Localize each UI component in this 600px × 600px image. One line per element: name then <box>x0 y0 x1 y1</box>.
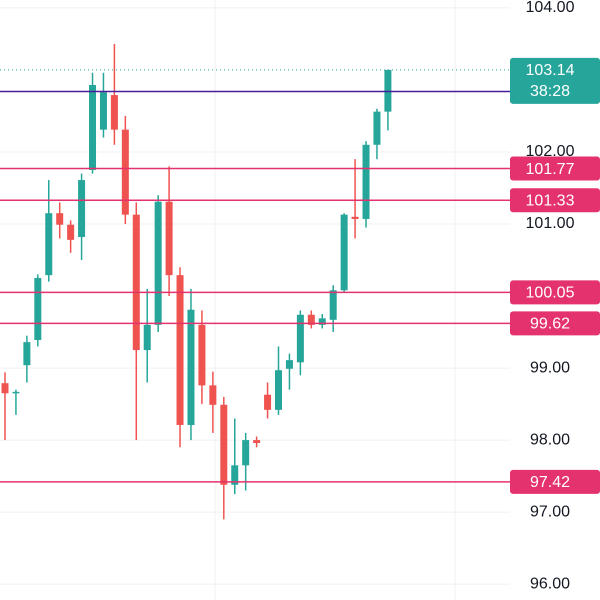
current-price-tag <box>510 57 600 104</box>
current-price-label: 103.14 <box>526 62 575 79</box>
candle-body <box>220 404 228 485</box>
candle-body <box>121 129 129 215</box>
y-tick-label: 99.00 <box>530 359 570 376</box>
candle-body <box>23 342 31 366</box>
candle-body <box>307 314 315 325</box>
candle-body <box>231 465 239 485</box>
price-tag <box>510 156 600 181</box>
candle-body <box>56 213 64 225</box>
candle-body <box>373 111 381 145</box>
candle-body <box>285 360 293 369</box>
price-tag <box>510 280 600 305</box>
price-tag-label: 100.05 <box>526 285 575 302</box>
candle-body <box>329 290 337 320</box>
y-tick-label: 97.00 <box>530 503 570 520</box>
candle-body <box>253 440 261 443</box>
y-tick-label: 98.00 <box>530 431 570 448</box>
candle-body <box>242 440 250 466</box>
candle-body <box>176 275 184 425</box>
y-tick-label: 101.00 <box>526 215 575 232</box>
candle-body <box>165 201 173 276</box>
candle-body <box>143 324 151 351</box>
candle-body <box>89 84 97 170</box>
price-tag-label: 99.62 <box>530 316 570 333</box>
price-tag <box>510 311 600 336</box>
candle-body <box>340 214 348 291</box>
price-tag-label: 97.42 <box>530 474 570 491</box>
candle-body <box>99 92 107 130</box>
candle-body <box>209 385 217 405</box>
candle-body <box>132 214 140 351</box>
candle-body <box>187 309 195 425</box>
candle-body <box>1 383 9 394</box>
candle-body <box>154 201 162 325</box>
candle-body <box>296 314 304 363</box>
y-tick-label: 102.00 <box>526 143 575 160</box>
candle-body <box>110 95 118 130</box>
candle-body <box>362 144 370 219</box>
price-tag <box>510 188 600 213</box>
candle-body <box>275 370 282 410</box>
countdown-label: 38:28 <box>530 83 570 100</box>
candle-body <box>67 224 75 240</box>
candle-body <box>351 216 359 219</box>
candle-body <box>264 394 272 410</box>
candle-body <box>45 213 53 276</box>
price-tag-label: 101.33 <box>526 192 575 209</box>
y-tick-label: 96.00 <box>530 575 570 592</box>
candle-body <box>34 278 42 340</box>
y-tick-label: 104.00 <box>526 0 575 16</box>
candle-body <box>318 318 326 325</box>
candle-body <box>198 324 206 386</box>
candle-body <box>78 180 86 237</box>
price-tag <box>510 469 600 494</box>
price-tag-label: 101.77 <box>526 161 575 178</box>
candle-body <box>12 391 20 394</box>
